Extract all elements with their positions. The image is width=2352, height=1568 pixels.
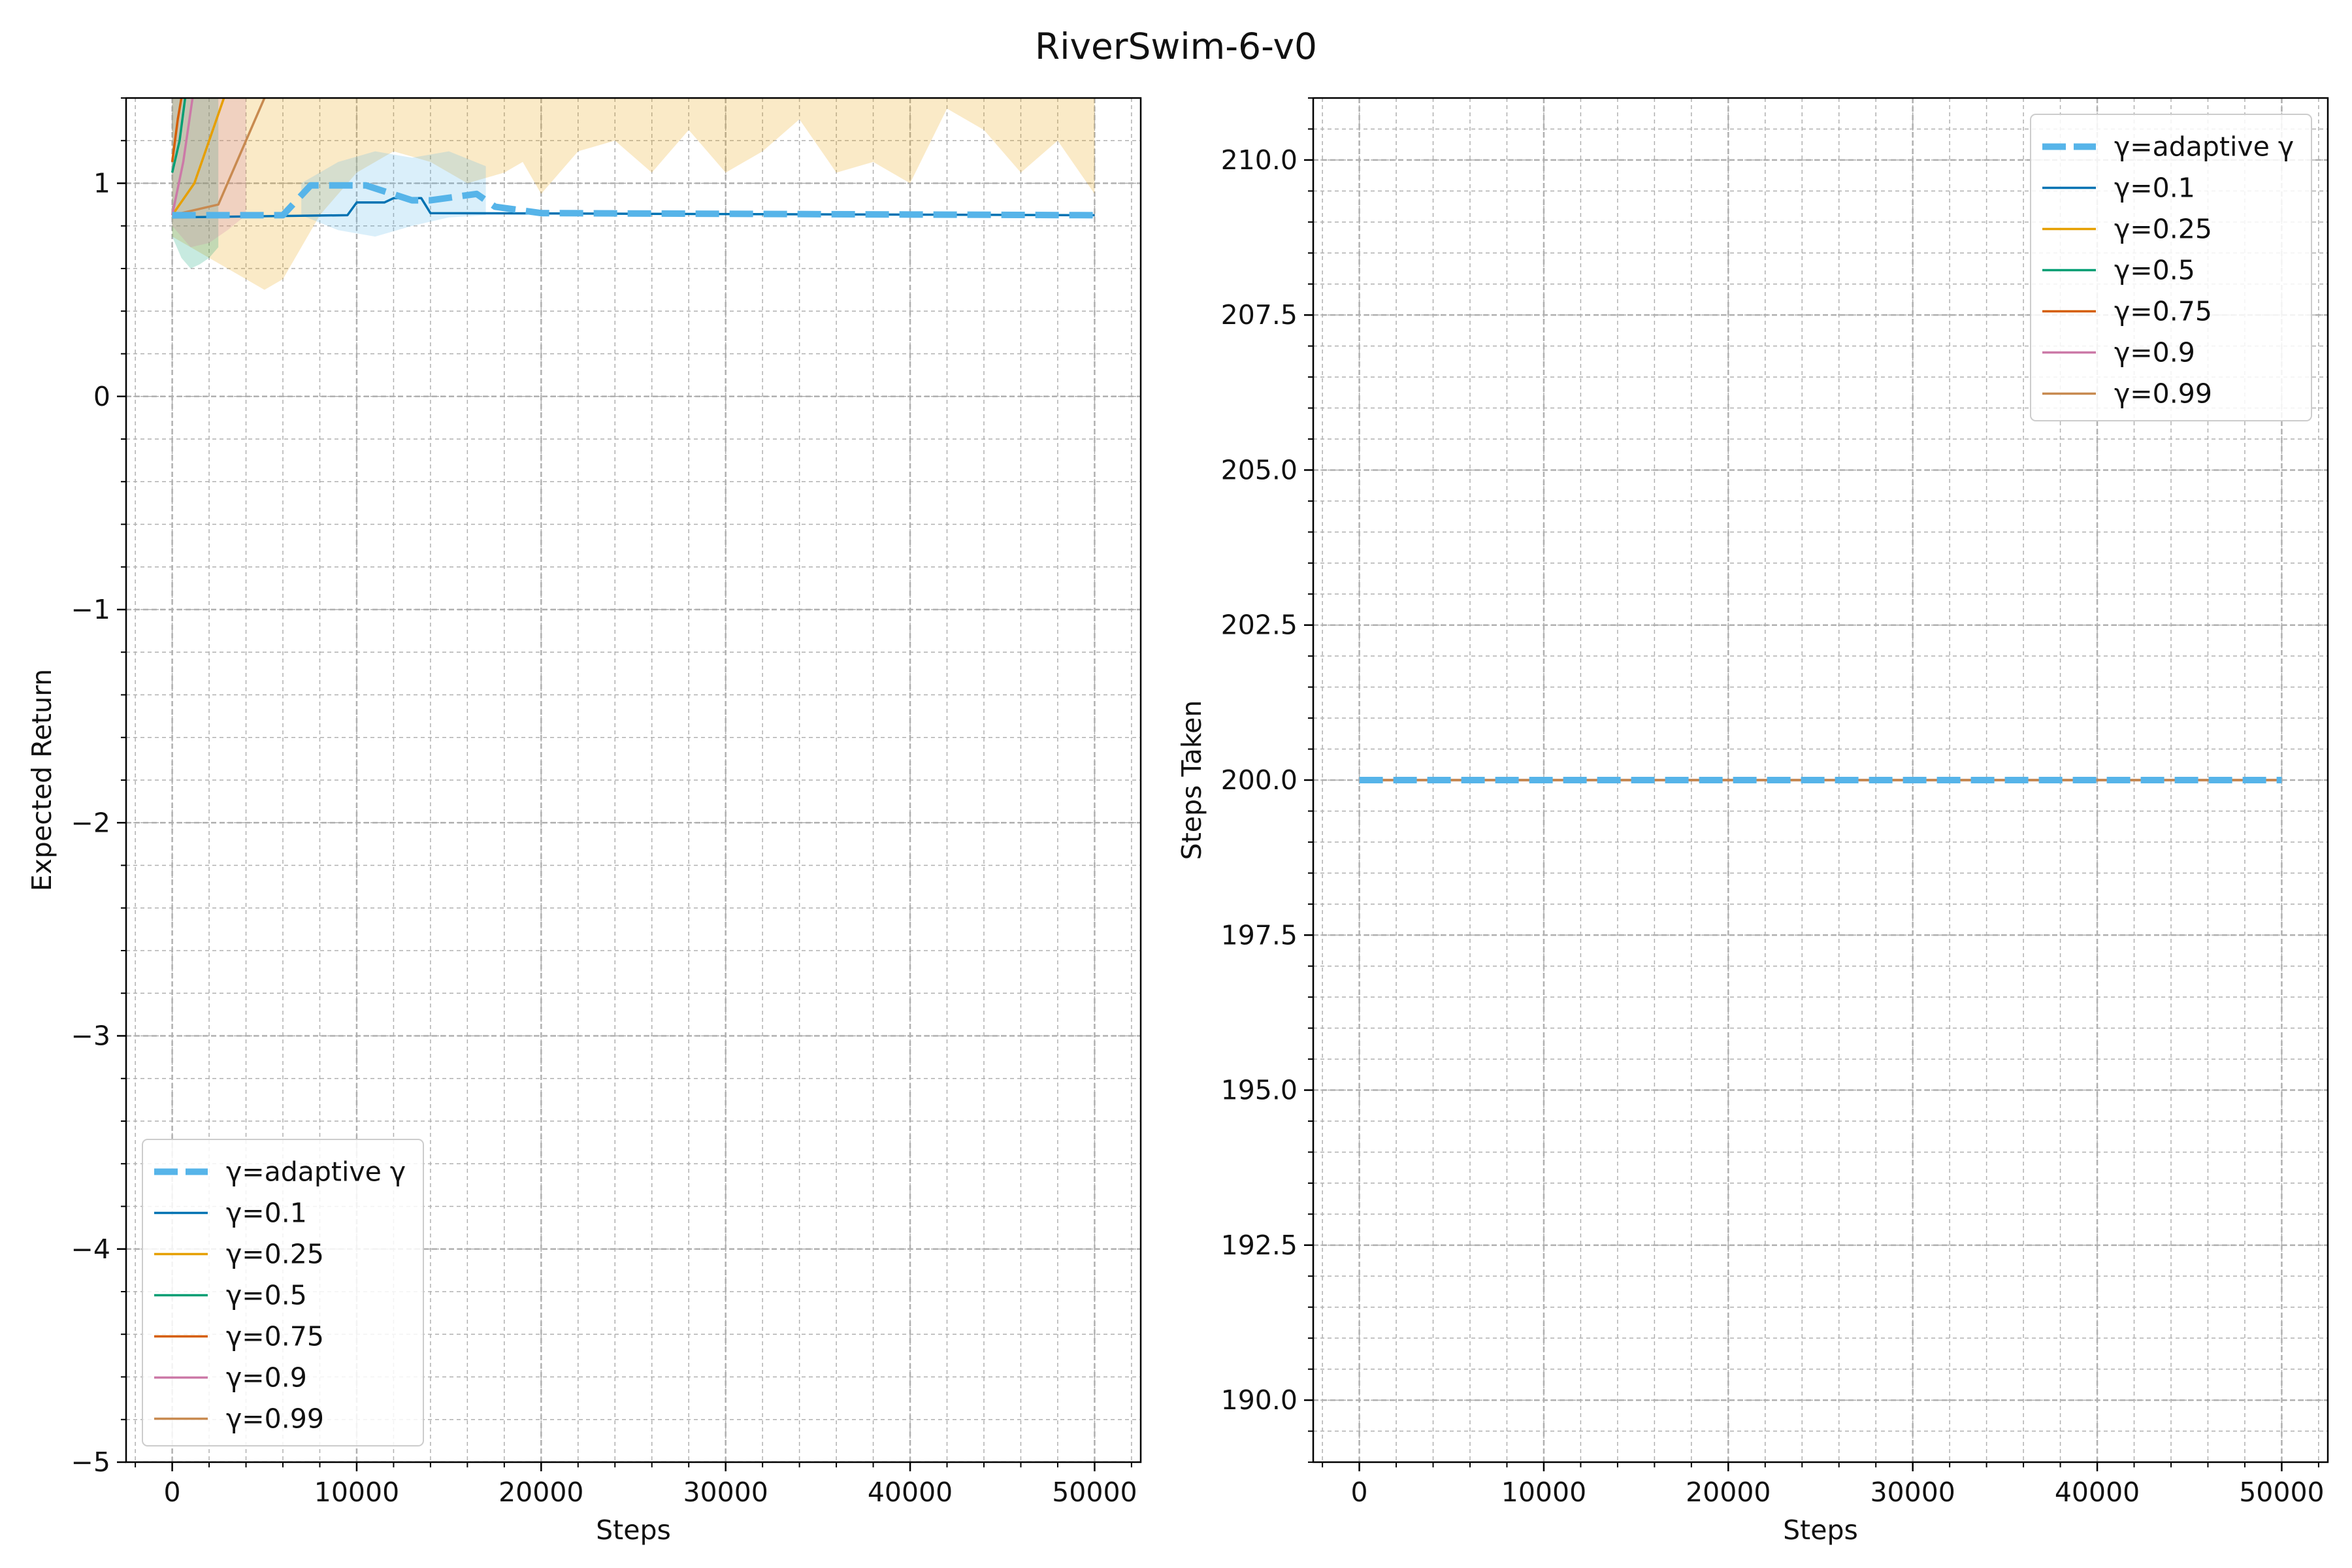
x-tick-label: 40000 (2055, 1477, 2140, 1508)
figure-title: RiverSwim-6-v0 (1035, 25, 1317, 67)
y-tick-label: −1 (71, 594, 110, 625)
legend: γ=adaptive γ γ=0.1 γ=0.25 γ=0.5 γ=0.75 γ=0.9 γ… (2030, 114, 2312, 421)
legend-label: γ=0.25 (2114, 214, 2212, 245)
x-tick-label: 40000 (868, 1477, 953, 1508)
x-tick-label: 10000 (1501, 1477, 1586, 1508)
y-tick-label: −5 (71, 1446, 110, 1478)
panel-expected-return: 0 10000 20000 30000 40000 50000 −5 −4 −3 −2 −1 0 1 St… (26, 97, 1142, 1546)
x-tick-label: 0 (1351, 1477, 1368, 1508)
legend-label: γ=0.5 (2114, 255, 2195, 286)
y-axis-label: Steps Taken (1176, 700, 1207, 860)
y-tick-label: 210.0 (1221, 144, 1298, 176)
legend-label: γ=0.1 (2114, 172, 2195, 204)
y-tick-label: −2 (71, 807, 110, 838)
legend-box (2030, 114, 2312, 421)
x-tick-label: 0 (164, 1477, 181, 1508)
y-tick-label: 205.0 (1221, 454, 1298, 485)
legend-label: γ=0.75 (2114, 296, 2212, 327)
legend-label: γ=0.99 (226, 1403, 324, 1435)
series-line-0 (172, 182, 1095, 219)
x-axis-label: Steps (1783, 1514, 1858, 1546)
legend-label: γ=0.75 (226, 1321, 324, 1352)
y-tick-label: 190.0 (1221, 1384, 1298, 1416)
y-tick-label: 202.5 (1221, 610, 1298, 641)
series-line-3 (171, 98, 187, 173)
y-tick-label: 197.5 (1221, 919, 1298, 951)
legend-label: γ=0.9 (2114, 337, 2195, 368)
y-tick-label: −3 (71, 1021, 110, 1052)
legend-label: γ=adaptive γ (226, 1156, 406, 1188)
y-axis-label: Expected Return (26, 669, 57, 891)
legend-label: γ=0.99 (2114, 378, 2212, 410)
series-line-6 (172, 98, 266, 217)
x-tick-label: 50000 (2239, 1477, 2324, 1508)
confidence-band-0 (172, 98, 1095, 290)
x-tick-label: 50000 (1052, 1477, 1137, 1508)
x-axis-label: Steps (596, 1514, 671, 1546)
legend-box (142, 1139, 424, 1446)
series-line-4 (171, 98, 183, 163)
series-line-2 (171, 98, 225, 216)
y-tick-label: 192.5 (1221, 1230, 1298, 1261)
legend-label: γ=0.9 (226, 1362, 307, 1394)
legend-label: γ=adaptive γ (2114, 131, 2294, 163)
y-tick-label: 1 (93, 168, 110, 199)
x-tick-label: 10000 (314, 1477, 399, 1508)
x-tick-label: 20000 (498, 1477, 583, 1508)
legend-label: γ=0.5 (226, 1280, 307, 1311)
x-tick-label: 30000 (1870, 1477, 1955, 1508)
ticks: 0 10000 20000 30000 40000 50000 190.0 192.5 195.… (1221, 97, 2325, 1508)
x-tick-label: 30000 (683, 1477, 768, 1508)
ticks: 0 10000 20000 30000 40000 50000 −5 −4 −3 −2 −1 0 1 (71, 97, 1137, 1508)
y-tick-label: 207.5 (1221, 299, 1298, 331)
y-tick-label: −4 (71, 1233, 110, 1265)
y-tick-label: 200.0 (1221, 764, 1298, 796)
series-line-1 (172, 197, 1095, 219)
legend-label: γ=0.1 (226, 1198, 307, 1229)
y-tick-label: 0 (93, 381, 110, 412)
legend: γ=adaptive γ γ=0.1 γ=0.25 γ=0.5 γ=0.75 γ=0.9 γ… (142, 1139, 424, 1446)
y-tick-label: 195.0 (1221, 1075, 1298, 1106)
plot-area (171, 98, 1095, 290)
x-tick-label: 20000 (1686, 1477, 1771, 1508)
legend-label: γ=0.25 (226, 1239, 324, 1270)
series-line-5 (171, 98, 194, 216)
panel-steps-taken: 0 10000 20000 30000 40000 50000 190.0 192.5 195.… (1176, 97, 2329, 1546)
